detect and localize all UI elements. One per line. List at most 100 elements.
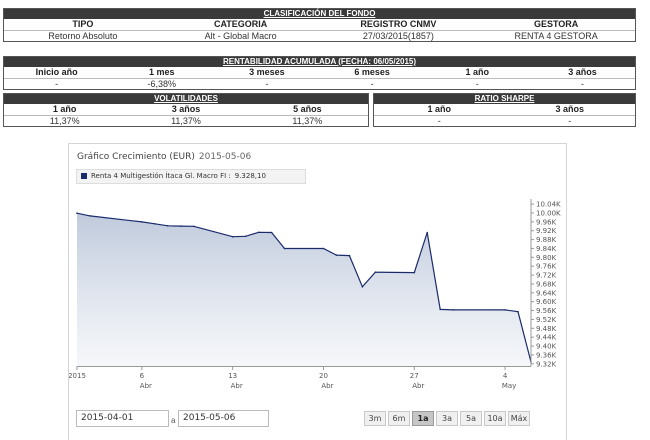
x-tick-sublabel: May bbox=[502, 382, 516, 390]
range-button-3a[interactable]: 3a bbox=[436, 411, 458, 426]
col-header-categoria: CATEGORIA bbox=[213, 19, 268, 29]
y-tick-label: 9.92K bbox=[536, 227, 557, 235]
growth-chart-widget: Gráfico Crecimiento (EUR) 2015-05-06 Rent… bbox=[68, 143, 567, 440]
range-button-3m[interactable]: 3m bbox=[364, 411, 386, 426]
volatilidades-value-row: 11,37% 11,37% 11,37% bbox=[4, 116, 368, 127]
col-header-1-mes: 1 mes bbox=[148, 67, 175, 77]
y-tick-label: 9.68K bbox=[536, 280, 557, 288]
value-3-meses: - bbox=[265, 79, 269, 89]
y-tick-label: 9.44K bbox=[536, 334, 557, 342]
value-sharpe-3-anos: - bbox=[568, 116, 572, 126]
series-point bbox=[76, 212, 78, 214]
series-point bbox=[452, 309, 455, 311]
series-area-fill bbox=[77, 213, 531, 366]
series-point bbox=[413, 271, 416, 274]
y-tick-label: 9.52K bbox=[536, 316, 557, 324]
range-button-5a[interactable]: 5a bbox=[460, 411, 482, 426]
series-line bbox=[76, 212, 532, 363]
volatilidades-header-row: 1 año 3 años 5 años bbox=[4, 104, 368, 116]
range-button-10a[interactable]: 10a bbox=[484, 411, 506, 426]
date-from-input[interactable]: 2015-04-01 bbox=[76, 410, 169, 427]
sharpe-value-row: - - bbox=[374, 116, 635, 127]
y-tick-label: 9.72K bbox=[536, 272, 557, 280]
series-point bbox=[270, 231, 273, 234]
series-point bbox=[374, 271, 377, 273]
range-button-6m[interactable]: 6m bbox=[388, 411, 410, 426]
col-header-3-meses: 3 meses bbox=[249, 67, 285, 77]
y-tick-label: 9.40K bbox=[536, 343, 557, 351]
series-point bbox=[439, 308, 442, 311]
value-gestora: RENTA 4 GESTORA bbox=[514, 31, 598, 41]
y-tick-label: 9.96K bbox=[536, 218, 557, 226]
series-point bbox=[335, 254, 338, 256]
x-tick-label: 4 bbox=[503, 372, 508, 380]
value-registro: 27/03/2015(1857) bbox=[362, 31, 434, 41]
series-point bbox=[89, 215, 91, 217]
sharpe-panel: RATIO SHARPE 1 año 3 años - - bbox=[373, 93, 636, 127]
col-header-inicio-ano: Inicio año bbox=[35, 67, 78, 77]
y-axis: 10.04K10.00K9.96K9.92K9.88K9.84K9.80K9.7… bbox=[530, 199, 561, 368]
clasificacion-value-row: Retorno Absoluto Alt - Global Macro 27/0… bbox=[4, 31, 635, 42]
chart-title-text: Gráfico Crecimiento (EUR) bbox=[77, 152, 195, 162]
col-header-3-anos: 3 años bbox=[568, 67, 597, 77]
x-tick-label: 20 bbox=[319, 372, 328, 380]
series-point bbox=[192, 225, 195, 228]
x-tick-label: 2015 bbox=[69, 372, 86, 380]
y-tick-label: 9.84K bbox=[536, 245, 557, 253]
legend-swatch bbox=[81, 173, 87, 179]
value-6-meses: - bbox=[370, 79, 374, 89]
value-inicio-ano: - bbox=[55, 79, 59, 89]
y-tick-label: 10.04K bbox=[536, 201, 561, 209]
value-vol-5-anos: 11,37% bbox=[292, 116, 323, 126]
col-header-sharpe-3-anos: 3 años bbox=[555, 104, 584, 114]
date-to-input[interactable]: 2015-05-06 bbox=[178, 410, 269, 427]
x-tick-label: 6 bbox=[140, 372, 145, 380]
rentabilidad-header-row: Inicio año 1 mes 3 meses 6 meses 1 año 3… bbox=[4, 67, 635, 79]
col-header-sharpe-1-ano: 1 año bbox=[427, 104, 451, 114]
y-tick-label: 9.36K bbox=[536, 351, 557, 359]
x-axis: 2015 6 Abr 13 Abr 20 Abr 27 Abr 4 May bbox=[69, 366, 531, 390]
col-header-1-ano: 1 año bbox=[465, 67, 490, 77]
growth-chart-plot[interactable]: 10.04K10.00K9.96K9.92K9.88K9.84K9.80K9.7… bbox=[69, 189, 568, 404]
series-point bbox=[283, 247, 286, 250]
rentabilidad-title: RENTABILIDAD ACUMULADA (FECHA: 06/05/201… bbox=[4, 57, 635, 67]
chart-legend[interactable]: Renta 4 Multigestión Ítaca Gl. Macro FI … bbox=[76, 169, 306, 184]
y-tick-label: 9.60K bbox=[536, 298, 557, 306]
volatilidades-title: VOLATILIDADES bbox=[4, 94, 368, 104]
series-point bbox=[231, 235, 234, 238]
volatilidades-panel: VOLATILIDADES 1 año 3 años 5 años 11,37%… bbox=[3, 93, 369, 127]
series-point bbox=[167, 225, 169, 227]
legend-series-name: Renta 4 Multigestión Ítaca Gl. Macro FI … bbox=[91, 172, 231, 180]
value-sharpe-1-ano: - bbox=[437, 116, 441, 126]
x-tick-label: 27 bbox=[410, 372, 419, 380]
clasificacion-header-row: TIPO CATEGORIA REGISTRO CNMV GESTORA bbox=[4, 19, 635, 31]
series-point bbox=[244, 235, 247, 238]
x-tick-sublabel: Abr bbox=[321, 382, 333, 390]
legend-series-value: 9.328,10 bbox=[234, 172, 266, 180]
range-button-máx[interactable]: Máx bbox=[508, 411, 530, 426]
col-header-gestora: GESTORA bbox=[533, 19, 579, 29]
col-header-6-meses: 6 meses bbox=[354, 67, 390, 77]
col-header-vol-5-anos: 5 años bbox=[293, 104, 322, 114]
y-tick-label: 10.00K bbox=[536, 209, 561, 217]
x-tick-sublabel: Abr bbox=[140, 382, 152, 390]
y-tick-label: 9.56K bbox=[536, 307, 557, 315]
range-button-1a[interactable]: 1a bbox=[412, 411, 434, 426]
y-tick-label: 9.80K bbox=[536, 254, 557, 262]
value-vol-1-ano: 11,37% bbox=[49, 116, 80, 126]
series-point bbox=[180, 225, 182, 227]
series-point bbox=[322, 247, 325, 250]
series-point bbox=[361, 286, 364, 288]
value-1-ano: - bbox=[475, 79, 479, 89]
series-point bbox=[154, 223, 156, 225]
clasificacion-panel: CLASIFICACIÓN DEL FONDO TIPO CATEGORIA R… bbox=[3, 8, 636, 42]
x-tick-label: 13 bbox=[228, 372, 237, 380]
y-tick-label: 9.64K bbox=[536, 289, 557, 297]
x-tick-sublabel: Abr bbox=[412, 382, 424, 390]
y-tick-label: 9.32K bbox=[536, 360, 557, 368]
rentabilidad-value-row: - -6,38% - - - - bbox=[4, 79, 635, 90]
clasificacion-title: CLASIFICACIÓN DEL FONDO bbox=[4, 9, 635, 19]
value-categoria: Alt - Global Macro bbox=[204, 31, 277, 41]
sharpe-title: RATIO SHARPE bbox=[374, 94, 635, 104]
x-tick-sublabel: Abr bbox=[231, 382, 243, 390]
